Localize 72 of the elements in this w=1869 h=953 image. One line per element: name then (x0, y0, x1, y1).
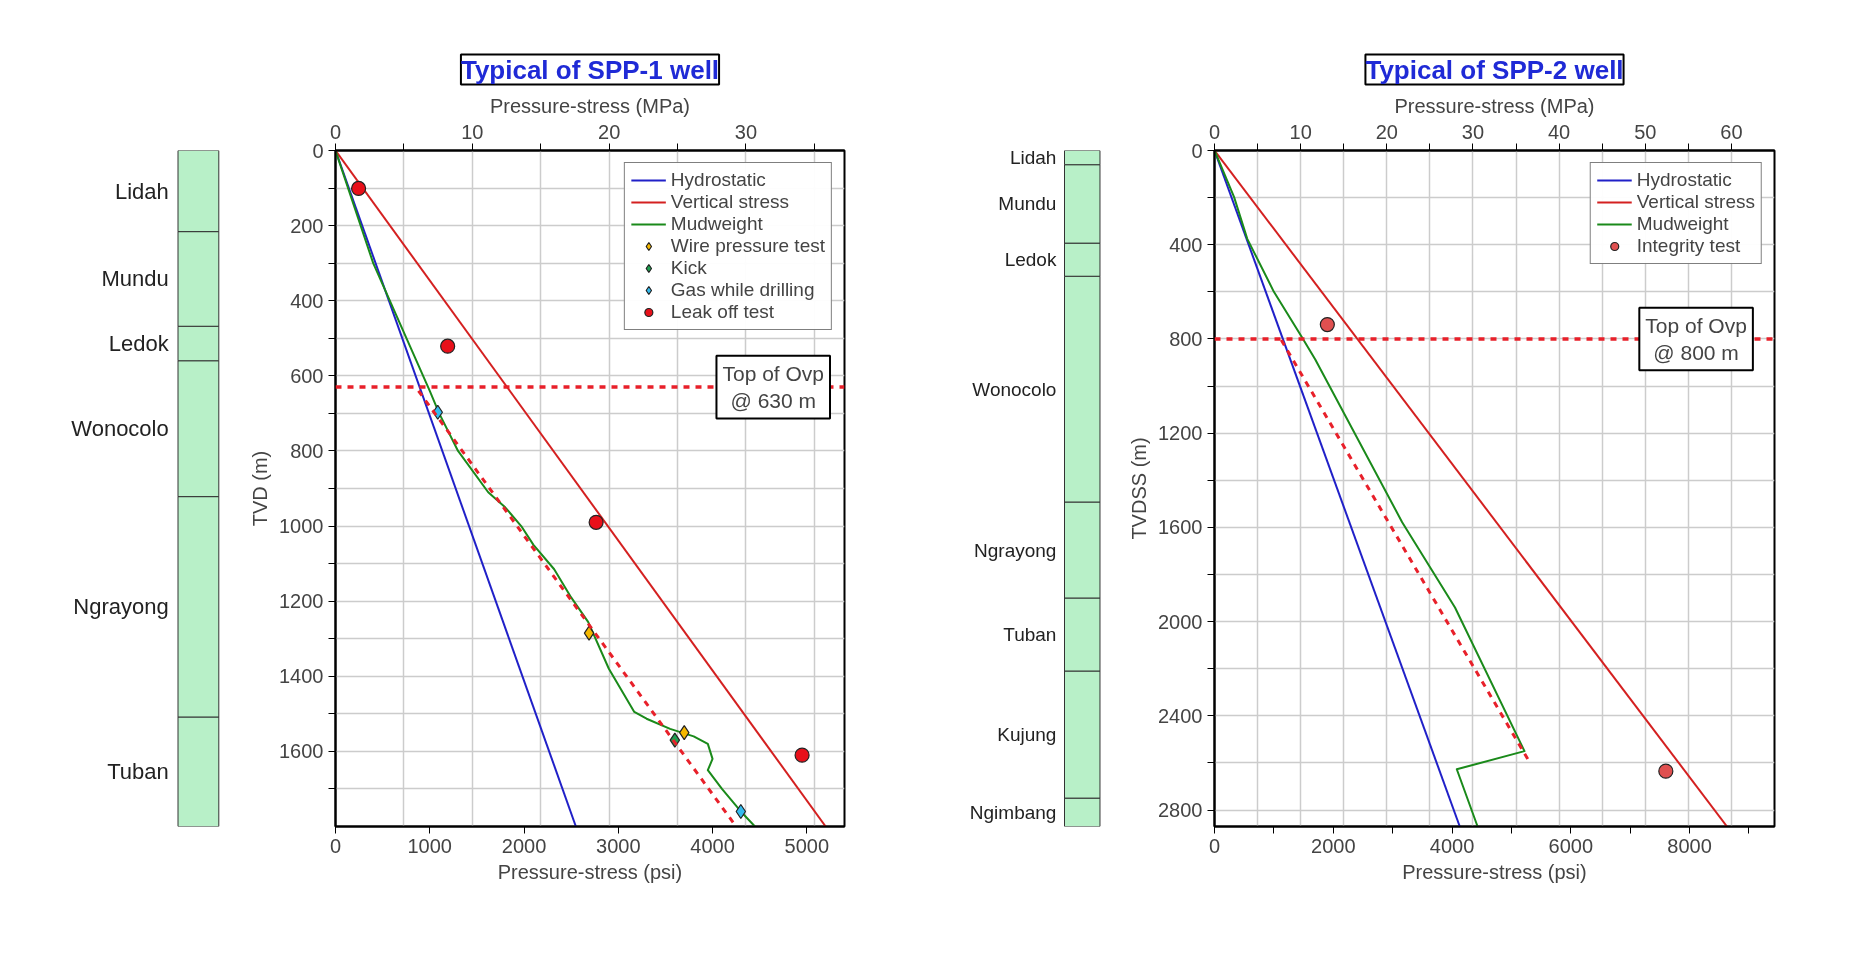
legend-label: Vertical stress (1636, 191, 1755, 213)
series-label: Ledok (108, 331, 170, 356)
y-tick-label: 1000 (279, 515, 324, 538)
x-axis-title: Pressure-stress (psi) (1402, 860, 1587, 883)
legend-label: Wire pressure test (670, 235, 825, 257)
x-tick-label: 8000 (1667, 834, 1712, 857)
x-tick-label: 5000 (784, 834, 830, 857)
legend-label: Integrity test (1636, 235, 1741, 257)
series-label: Ngrayong (974, 539, 1057, 561)
series-label: Wonocolo (71, 416, 169, 442)
series-label: Tuban (1003, 624, 1057, 646)
x2-tick-label: 10 (1289, 120, 1312, 143)
x2-tick-label: 20 (1375, 120, 1398, 143)
ref-line-label: Top of Ovp @ 630 m (722, 361, 825, 413)
y-tick-label: 2800 (1158, 799, 1203, 822)
series-label: Kujung (997, 724, 1057, 746)
x-tick-label: 2000 (1311, 834, 1356, 857)
series-label: Lidah (1009, 147, 1057, 169)
y-tick-label: 800 (1169, 327, 1203, 350)
series-label: Ngrayong (73, 594, 169, 620)
x-tick-label: 4000 (1429, 834, 1475, 857)
x2-tick-label: 40 (1547, 120, 1571, 143)
y-tick-label: 2400 (1158, 704, 1203, 727)
legend-label: Mudweight (670, 213, 763, 235)
legend-label: Hydrostatic (1636, 169, 1732, 191)
x2-tick-label: 50 (1634, 120, 1657, 143)
x2-tick-label: 30 (734, 120, 758, 143)
y-tick-label: 1200 (279, 590, 324, 613)
y-tick-label: 1400 (279, 665, 324, 688)
x2-tick-label: 60 (1720, 120, 1743, 143)
y-tick-label: 1600 (1158, 516, 1203, 539)
series-label: Mundu (101, 266, 169, 292)
x-axis-title: Pressure-stress (psi) (497, 860, 683, 883)
y-tick-label: 200 (290, 214, 324, 237)
series-label: Ledok (1004, 249, 1057, 271)
ref-line-label: Top of Ovp @ 800 m (1645, 313, 1747, 365)
legend-label: Vertical stress (670, 191, 790, 213)
x2-tick-label: 10 (461, 120, 484, 143)
legend-label: Gas while drilling (670, 279, 815, 301)
legend-label: Leak off test (670, 301, 775, 323)
x-tick-label: 1000 (407, 834, 453, 857)
x-tick-label: 0 (1208, 834, 1221, 857)
series-label: Wonocolo (972, 378, 1057, 400)
x-tick-label: 0 (329, 834, 342, 857)
x-tick-label: 2000 (501, 834, 547, 857)
y-tick-label: 400 (1169, 233, 1203, 256)
x2-tick-label: 30 (1461, 120, 1485, 143)
y-axis-title: TVDSS (m) (1128, 437, 1151, 540)
x-tick-label: 3000 (596, 834, 641, 857)
series-label: Tuban (107, 759, 169, 785)
y-tick-label: 1200 (1158, 422, 1203, 445)
x2-axis-title: Pressure-stress (MPa) (489, 94, 691, 117)
legend-label: Mudweight (1636, 213, 1729, 235)
y-tick-label: 2000 (1158, 610, 1203, 633)
y-tick-label: 1600 (279, 740, 324, 763)
series-label: Ngimbang (969, 801, 1057, 823)
series-label: Mundu (998, 193, 1057, 215)
y-tick-label: 0 (1191, 139, 1203, 162)
y-tick-label: 600 (290, 364, 324, 387)
x2-tick-label: 20 (598, 120, 621, 143)
y-axis-title: TVD (m) (249, 450, 272, 527)
x2-tick-label: 0 (329, 120, 342, 143)
y-tick-label: 0 (312, 139, 324, 162)
y-tick-label: 400 (290, 289, 324, 312)
x-tick-label: 6000 (1548, 834, 1594, 857)
x-tick-label: 4000 (690, 834, 735, 857)
legend-label: Kick (670, 257, 707, 279)
series-label: Lidah (114, 178, 169, 204)
x2-tick-label: 0 (1208, 120, 1221, 143)
legend-label: Hydrostatic (670, 169, 766, 191)
y-tick-label: 800 (290, 439, 324, 462)
x2-axis-title: Pressure-stress (MPa) (1394, 94, 1595, 117)
